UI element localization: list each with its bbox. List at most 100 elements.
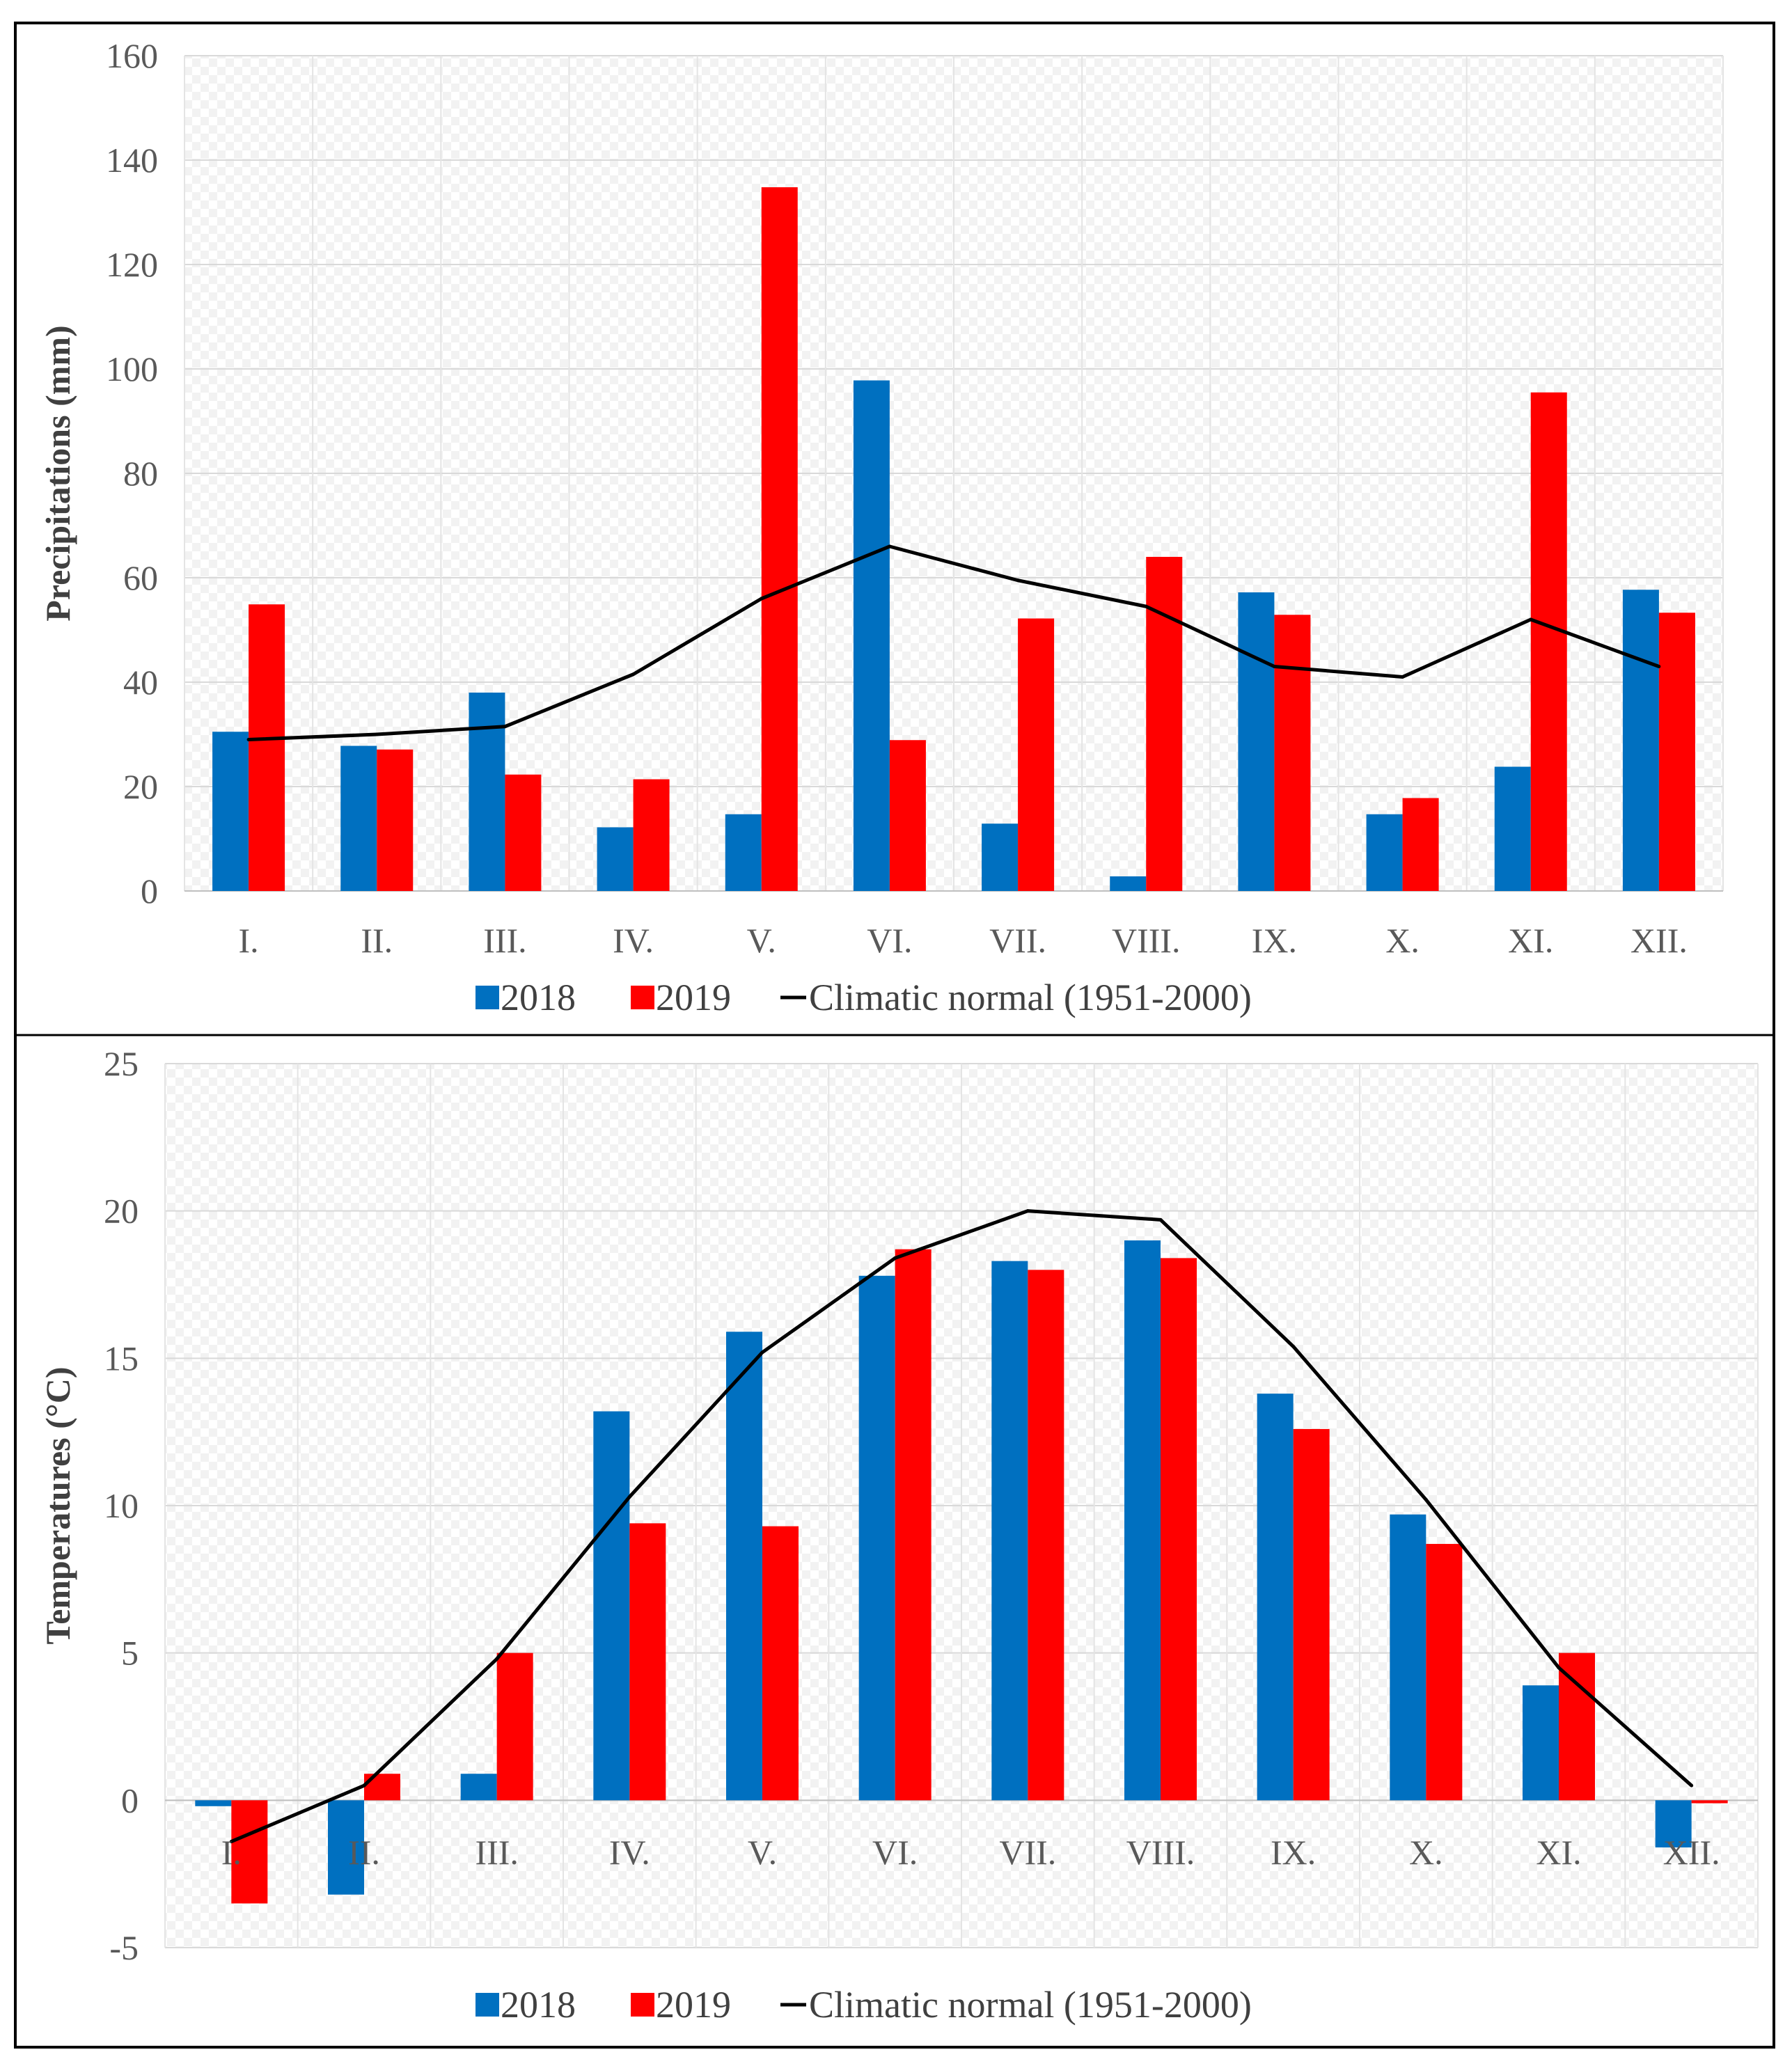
normal-point-VIII: [1158, 1217, 1163, 1222]
bar-2019-I: [231, 1800, 268, 1904]
bar-2018-V: [726, 1332, 762, 1801]
bar-2019-IV: [629, 1523, 666, 1801]
normal-point-VII: [1025, 1209, 1030, 1213]
y-tick-label: 20: [104, 1192, 139, 1231]
bar-2018-IV: [597, 827, 634, 891]
y-tick-label: 140: [106, 141, 158, 180]
bar-2019-XI: [1559, 1652, 1595, 1801]
precipitation-gridlines: [184, 55, 1724, 892]
normal-point-XI: [1529, 617, 1533, 622]
bar-2019-VI: [895, 1249, 932, 1801]
legend-swatch-2018: [475, 1993, 499, 2017]
bar-2019-VIII: [1161, 1258, 1197, 1801]
y-tick-label: 100: [106, 349, 158, 388]
legend-label-2018: 2018: [501, 977, 576, 1018]
x-tick-label: XI.: [1536, 1833, 1581, 1872]
x-tick-label: III.: [475, 1833, 518, 1872]
bar-2019-X: [1426, 1544, 1463, 1801]
bar-2019-X: [1402, 798, 1439, 891]
bar-2018-X: [1366, 814, 1403, 891]
precipitation-y-tick-labels: 0 20 40 60 80 100 120 140 160: [106, 36, 158, 910]
x-tick-label: VIII.: [1112, 921, 1181, 960]
normal-point-III: [495, 1657, 499, 1661]
bar-2019-XII: [1691, 1800, 1728, 1804]
bar-2018-XII: [1622, 590, 1659, 891]
x-tick-label: X.: [1385, 921, 1420, 960]
bar-2018-I: [212, 732, 249, 891]
temperature-legend: 2018 2019 Climatic normal (1951-2000): [475, 1984, 1252, 2026]
bar-2018-IX: [1238, 592, 1275, 891]
normal-point-I: [246, 738, 251, 741]
precipitation-x-tick-labels: I. II. III. IV. V. VI. VII. VIII. IX. X. XI. XII.: [239, 921, 1688, 960]
y-tick-label: 0: [141, 871, 158, 910]
bar-2018-XII: [1655, 1800, 1692, 1848]
normal-point-IV: [631, 672, 636, 677]
legend-label-2018: 2018: [501, 1984, 576, 2026]
x-tick-label: IX.: [1252, 921, 1297, 960]
precipitation-chart: 0 20 40 60 80 100 120 140 160 I. II. III. IV. V. VI. V…: [38, 36, 1724, 1018]
x-tick-label: VIII.: [1126, 1833, 1195, 1872]
bar-2018-II: [340, 746, 377, 891]
precipitation-y-axis-title: Precipitations (mm): [38, 325, 77, 621]
bar-2018-XI: [1494, 766, 1531, 891]
bar-2019-V: [761, 187, 798, 891]
y-tick-label: 80: [123, 454, 158, 493]
bar-2019-IX: [1274, 615, 1311, 891]
climatic-normal-line: [230, 1209, 1693, 1843]
normal-point-IX: [1291, 1344, 1296, 1348]
normal-point-VII: [1016, 578, 1020, 583]
normal-point-XII: [1657, 665, 1661, 668]
normal-point-V: [760, 1350, 764, 1355]
temperature-bars: [195, 1240, 1728, 1904]
bar-2019-XI: [1530, 392, 1567, 891]
normal-point-IV: [627, 1494, 631, 1499]
bar-2019-VII: [1028, 1270, 1064, 1801]
normal-point-V: [760, 597, 764, 601]
normal-point-XI: [1557, 1666, 1561, 1670]
x-tick-label: X.: [1409, 1833, 1443, 1872]
bar-2018-III: [460, 1774, 497, 1801]
bar-2018-VI: [858, 1275, 895, 1801]
bar-2018-VII: [982, 823, 1019, 891]
bar-2018-IV: [593, 1411, 630, 1801]
bar-2019-XII: [1658, 613, 1695, 891]
x-tick-label: IV.: [613, 921, 654, 960]
legend-label-2019: 2019: [656, 1984, 731, 2026]
y-tick-label: 20: [123, 767, 158, 806]
x-tick-label: V.: [747, 921, 776, 960]
y-tick-label: 120: [106, 245, 158, 284]
legend-swatch-2019: [631, 986, 654, 1009]
x-tick-label: VI.: [867, 921, 912, 960]
bar-2018-V: [725, 814, 762, 891]
bar-2019-III: [496, 1652, 533, 1801]
y-tick-label: 160: [106, 36, 158, 75]
bar-2019-V: [762, 1526, 799, 1801]
temperature-y-tick-labels: -5 0 5 10 15 20 25: [104, 1044, 139, 1967]
x-tick-label: I.: [239, 921, 259, 960]
x-tick-label: III.: [483, 921, 526, 960]
x-tick-label: XI.: [1508, 921, 1553, 960]
bar-2018-X: [1390, 1514, 1426, 1801]
y-tick-label: 60: [123, 558, 158, 597]
x-tick-label: I.: [221, 1833, 242, 1872]
bar-2019-I: [249, 604, 285, 891]
legend-swatch-2018: [475, 986, 499, 1009]
legend-swatch-2019: [631, 1993, 654, 2017]
bar-2019-II: [377, 749, 414, 891]
x-tick-label: II.: [348, 1833, 380, 1872]
y-tick-label: 25: [104, 1044, 139, 1083]
precipitation-normal-line-group: [246, 544, 1661, 741]
normal-point-XII: [1690, 1783, 1694, 1788]
normal-point-X: [1401, 675, 1405, 679]
normal-point-III: [503, 725, 507, 729]
y-tick-label: 15: [104, 1339, 139, 1378]
x-tick-label: VI.: [872, 1833, 918, 1872]
y-tick-label: 5: [121, 1634, 139, 1673]
legend-label-normal: Climatic normal (1951-2000): [809, 1984, 1252, 2026]
bar-2018-III: [469, 693, 505, 891]
bar-2018-II: [328, 1800, 364, 1895]
normal-point-X: [1424, 1498, 1428, 1502]
legend-label-normal: Climatic normal (1951-2000): [809, 977, 1252, 1018]
bar-2019-III: [505, 774, 542, 891]
